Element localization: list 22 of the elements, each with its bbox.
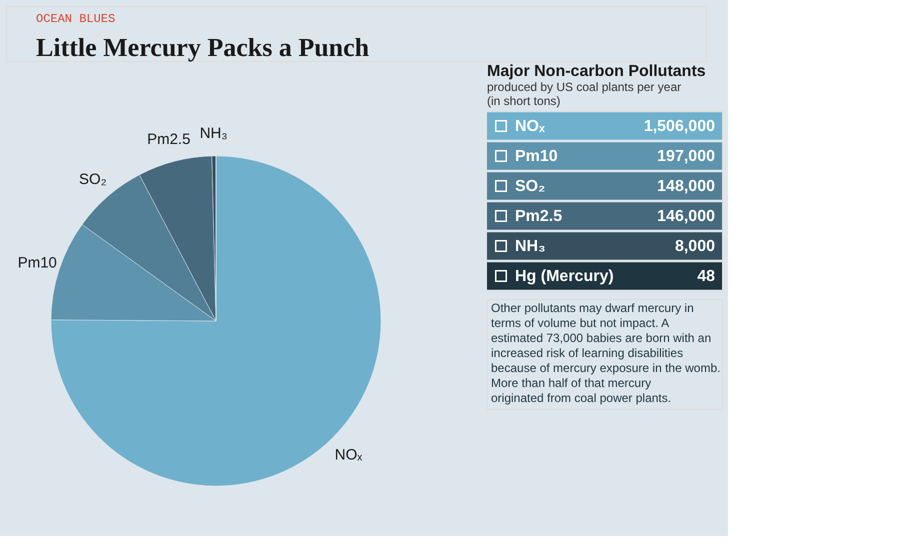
data-label: 148,000 — [657, 178, 716, 195]
legend-label: Hg (Mercury) — [515, 268, 614, 285]
slice-label: Pm10 — [18, 254, 57, 272]
legend-label: SO₂ — [515, 178, 546, 195]
data-label: 8,000 — [674, 238, 716, 255]
data-label: 146,000 — [657, 208, 716, 225]
legend-label: NH₃ — [515, 238, 546, 255]
text: Other pollutants may dwarf mercury in terms of volume but not impact. A estimated 73,000 babies are born with an increased risk of learning disabilities because of mercury exposure in the womb. More than half of that mercury originated from coal power plants. — [491, 301, 720, 405]
legend-label: Pm2.5 — [515, 208, 562, 225]
legend-label: Pm10 — [515, 148, 558, 165]
data-label: 1,506,000 — [644, 118, 716, 135]
text: produced by US coal plants per year (in short tons) — [487, 80, 682, 108]
data-label: 48 — [697, 268, 716, 285]
slice-label: NH₃ — [200, 125, 228, 142]
chart-title: Little Mercury Packs a Punch — [36, 33, 370, 62]
legend-label: NOₓ — [515, 118, 545, 135]
slice-label: SO₂ — [79, 170, 107, 188]
data-label: 197,000 — [657, 148, 716, 165]
slice-label: Pm2.5 — [147, 131, 190, 148]
slice-label: NOₓ — [334, 446, 362, 464]
legend-title: Major Non-carbon Pollutants — [487, 63, 706, 80]
chart-subtitle: OCEAN BLUES — [36, 12, 116, 26]
